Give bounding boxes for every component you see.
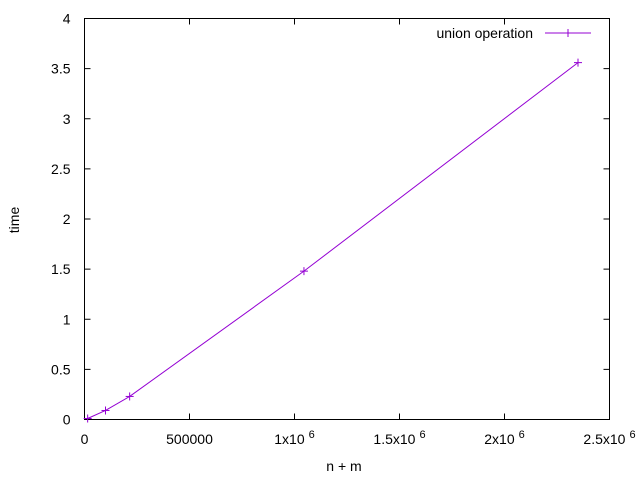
y-tick-label: 3.5 [51,61,71,77]
legend-label: union operation [436,25,533,41]
y-tick-label: 1 [63,311,71,327]
y-tick-label: 0 [63,412,71,428]
data-point-marker [101,406,110,415]
x-tick-label: 2.5x10 6 [583,429,635,447]
data-point-marker [125,392,134,401]
x-tick-label: 0 [81,431,89,447]
y-tick-label: 2.5 [51,161,71,177]
x-axis-title: n + m [326,458,361,474]
plot-border [84,18,610,420]
plot-frame [84,18,610,420]
y-tick-label: 4 [63,11,71,27]
x-axis-ticks: 0 500000 1x10 6 1.5x10 6 2x10 6 2.5x10 6 [81,18,636,447]
x-tick-label: 1x10 6 [274,429,314,447]
x-tick-label: 1.5x10 6 [373,429,425,447]
legend: union operation [436,25,591,41]
y-tick-label: 2 [63,211,71,227]
y-tick-label: 1.5 [51,261,71,277]
y-axis-ticks: 0 0.5 1 1.5 2 2.5 3 3.5 4 [51,11,610,428]
y-axis-title: time [6,207,22,234]
legend-plus-marker [564,29,572,37]
x-tick-label: 500000 [166,431,213,447]
y-tick-label: 0.5 [51,361,71,377]
data-point-marker [574,58,582,67]
y-tick-label: 3 [63,111,71,127]
series-line [87,62,579,419]
data-point-marker [299,267,308,276]
x-tick-label: 2x10 6 [484,429,524,447]
data-point-marker [83,414,92,423]
series-layer [83,58,582,423]
